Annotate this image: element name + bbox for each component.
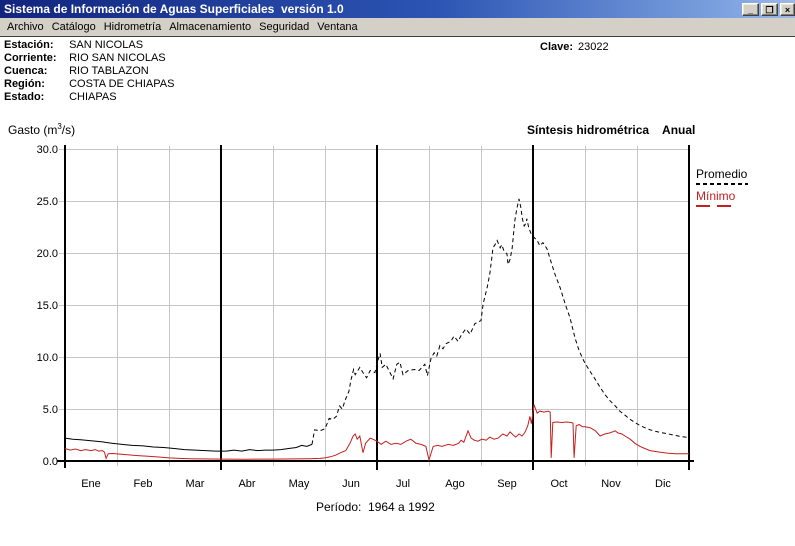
title-bar: Sistema de Información de Aguas Superfic…: [0, 0, 795, 18]
menu-hidrometria[interactable]: Hidrometría: [103, 21, 162, 33]
station-row-region: Región: COSTA DE CHIAPAS: [4, 78, 174, 91]
menu-ventana[interactable]: Ventana: [317, 21, 358, 33]
legend-minimo-label: Mínimo: [696, 189, 736, 203]
promedio-line-dashed: [311, 198, 690, 445]
month-nov: Nov: [601, 478, 621, 490]
legend-promedio-label: Promedio: [696, 167, 748, 181]
horizontal-gridlines: [59, 149, 689, 410]
vertical-gridlines: [117, 146, 638, 466]
ytick-0: 0.0: [43, 456, 58, 468]
menu-archivo[interactable]: Archivo: [7, 21, 44, 33]
unit-sup: 3: [57, 122, 62, 131]
month-feb: Feb: [134, 478, 153, 490]
chart-mode-text: Anual: [662, 123, 696, 137]
ytick-20: 20.0: [37, 248, 58, 260]
month-jul: Jul: [396, 478, 410, 490]
menu-seguridad[interactable]: Seguridad: [259, 21, 310, 33]
promedio-line-solid: [64, 437, 313, 452]
hydrometric-chart: 30.0 25.0 20.0 15.0 10.0 5.0 0.0 Ene Feb…: [37, 144, 694, 490]
ytick-15: 15.0: [37, 300, 58, 312]
station-row-estado: Estado: CHIAPAS: [4, 91, 174, 104]
menu-catalogo[interactable]: Catálogo: [51, 21, 96, 33]
month-dic: Dic: [655, 478, 671, 490]
month-labels: Ene Feb Mar Abr May Jun Jul Ago Sep Oct …: [81, 478, 671, 490]
close-button[interactable]: ×: [780, 3, 795, 16]
window-controls: _ ❐ ×: [742, 3, 795, 16]
region-label: Región:: [4, 78, 45, 90]
minimize-button[interactable]: _: [742, 3, 759, 16]
ytick-25: 25.0: [37, 196, 58, 208]
month-oct: Oct: [550, 478, 567, 490]
station-info: Estación: SAN NICOLAS Corriente: RIO SAN…: [4, 39, 174, 104]
station-row-estacion: Estación: SAN NICOLAS: [4, 39, 174, 52]
month-ago: Ago: [445, 478, 465, 490]
station-row-cuenca: Cuenca: RIO TABLAZON: [4, 65, 174, 78]
unit-prefix: Gasto (m: [8, 123, 58, 137]
clave-label: Clave:: [540, 41, 574, 53]
y-axis-unit-label: Gasto (m3/s): [8, 122, 75, 137]
station-row-corriente: Corriente: RIO SAN NICOLAS: [4, 52, 174, 65]
y-tick-labels: 30.0 25.0 20.0 15.0 10.0 5.0 0.0: [37, 144, 58, 468]
cuenca-label: Cuenca:: [4, 65, 48, 77]
period-label: Período: 1964 a 1992: [316, 500, 435, 514]
legend-minimo-line-sample: [696, 205, 736, 207]
unit-suffix: /s): [61, 123, 76, 137]
minimo-line: [64, 404, 689, 462]
estado-value: CHIAPAS: [69, 91, 117, 103]
ytick-5: 5.0: [43, 404, 58, 416]
menu-bar: Archivo Catálogo Hidrometría Almacenamie…: [0, 18, 795, 37]
corriente-value: RIO SAN NICOLAS: [69, 52, 166, 64]
chart-title-text: Síntesis hidrométrica: [527, 123, 650, 137]
ytick-10: 10.0: [37, 352, 58, 364]
chart-legend: Promedio Mínimo: [696, 167, 748, 207]
window-title: Sistema de Información de Aguas Superfic…: [4, 2, 344, 16]
restore-button[interactable]: ❐: [761, 3, 778, 16]
month-ene: Ene: [81, 478, 101, 490]
estado-label: Estado:: [4, 91, 45, 103]
corriente-label: Corriente:: [4, 52, 57, 64]
month-jun: Jun: [342, 478, 360, 490]
ytick-30: 30.0: [37, 144, 58, 156]
month-sep: Sep: [497, 478, 517, 490]
clave-value: 23022: [578, 41, 609, 53]
region-value: COSTA DE CHIAPAS: [69, 78, 175, 90]
estacion-value: SAN NICOLAS: [69, 39, 144, 51]
month-may: May: [289, 478, 310, 490]
month-abr: Abr: [238, 478, 255, 490]
chart-title: Síntesis hidrométrica Anual: [527, 123, 695, 137]
clave-field: Clave: 23022: [540, 41, 609, 53]
cuenca-value: RIO TABLAZON: [69, 65, 149, 77]
menu-almacenamiento[interactable]: Almacenamiento: [169, 21, 252, 33]
legend-promedio-line-sample: [696, 183, 748, 185]
month-mar: Mar: [186, 478, 205, 490]
estacion-label: Estación:: [4, 39, 54, 51]
axis-lines: [57, 145, 694, 470]
